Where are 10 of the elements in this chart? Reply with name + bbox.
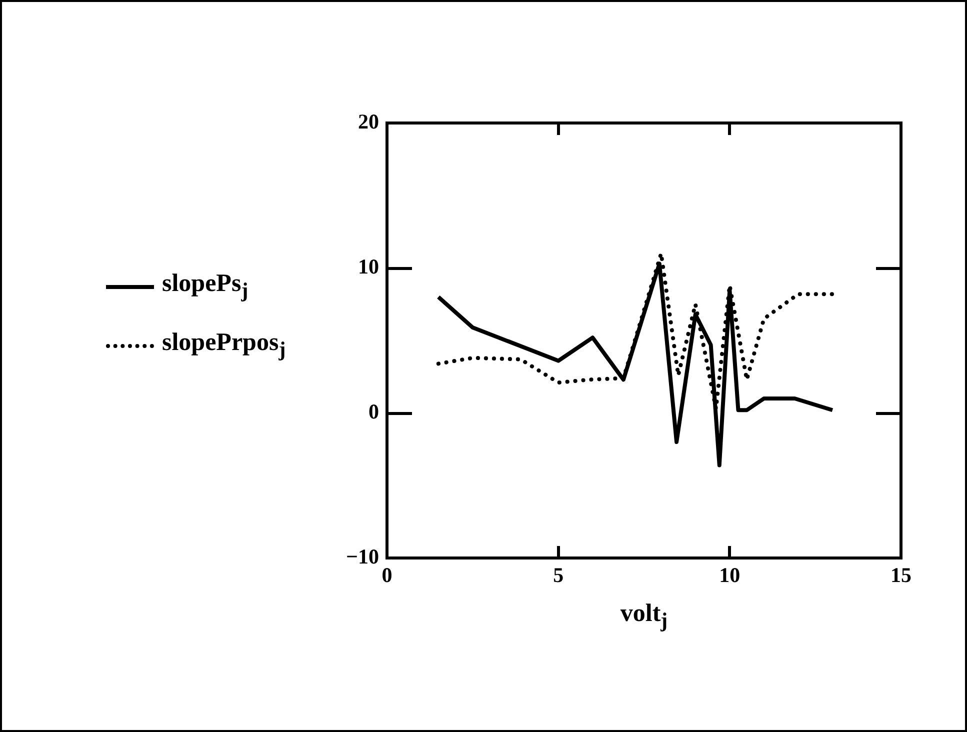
x-tick-label: 5 <box>553 563 564 588</box>
x-tick-label: 15 <box>890 563 912 588</box>
x-tick-label: 10 <box>719 563 740 588</box>
y-tick-label: 10 <box>358 254 379 278</box>
y-tick-label: −10 <box>346 544 379 568</box>
legend-label: slopePrpos$_{j}$ <box>162 329 286 362</box>
y-tick-label: 0 <box>368 399 379 424</box>
x-axis-title: volt$_{j}$ <box>619 600 669 633</box>
legend-label: slopePs$_{j}$ <box>162 270 248 303</box>
y-tick-label: 20 <box>358 109 379 134</box>
